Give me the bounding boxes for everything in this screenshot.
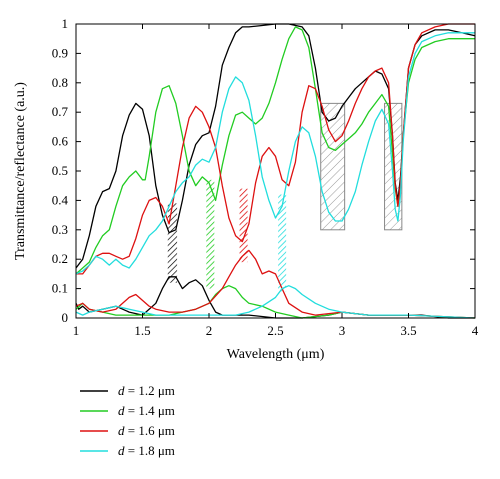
x-tick-label: 2: [206, 323, 213, 338]
legend-label-4: d = 1.8 μm: [118, 443, 175, 458]
legend: d = 1.2 μmd = 1.4 μmd = 1.6 μmd = 1.8 μm: [80, 383, 175, 458]
y-tick-label: 0.6: [52, 134, 69, 149]
legend-label-3: d = 1.6 μm: [118, 423, 175, 438]
transmittance-curves: [75, 23, 476, 275]
y-tick-label: 0.7: [52, 104, 69, 119]
transmittance-line-3: [76, 23, 475, 275]
y-axis-title: Transmittance/reflectance (a.u.): [13, 82, 28, 260]
legend-variable: d: [118, 443, 125, 458]
hatched-regions: [167, 102, 403, 292]
y-tick-label: 0.8: [52, 75, 68, 90]
axis-ticks: 1 1.5 2 2.5 3 3.5 4 0 0.1 0.2 0.3 0.4 0.5 0.6 0.7 0.8 0.…: [52, 16, 479, 338]
x-tick-label: 1.5: [134, 323, 150, 338]
hatched-region-4: [278, 194, 287, 292]
legend-value: = 1.2 μm: [125, 383, 175, 398]
legend-variable: d: [118, 403, 125, 418]
x-tick-label: 4: [472, 323, 479, 338]
transmittance-line-4: [75, 32, 475, 275]
y-tick-label: 0.3: [52, 222, 68, 237]
x-tick-label: 3.5: [400, 323, 416, 338]
hatched-region-3: [239, 188, 248, 263]
hatched-region-5: [320, 102, 346, 231]
legend-label-2: d = 1.4 μm: [118, 403, 175, 418]
reflectance-line-3: [75, 249, 476, 319]
x-tick-label: 1: [73, 323, 80, 338]
y-tick-label: 0.1: [52, 281, 68, 296]
legend-label-1: d = 1.2 μm: [118, 383, 175, 398]
y-tick-label: 0.5: [52, 163, 68, 178]
legend-variable: d: [118, 383, 125, 398]
y-tick-label: 0.2: [52, 251, 68, 266]
legend-value: = 1.8 μm: [125, 443, 175, 458]
hatched-region-2: [206, 179, 215, 289]
transmittance-line-1: [75, 23, 476, 269]
legend-variable: d: [118, 423, 125, 438]
reflectance-curves: [75, 249, 476, 319]
legend-value: = 1.6 μm: [125, 423, 175, 438]
y-tick-label: 1: [62, 16, 69, 31]
legend-value: = 1.4 μm: [125, 403, 175, 418]
hatched-region-1: [167, 203, 178, 283]
reflectance-line-4: [75, 285, 476, 319]
y-tick-label: 0.4: [52, 192, 69, 207]
y-tick-label: 0.9: [52, 45, 68, 60]
x-axis-title: Wavelength (μm): [227, 347, 325, 362]
x-tick-label: 3: [339, 323, 346, 338]
y-tick-label: 0: [62, 310, 69, 325]
x-tick-label: 2.5: [267, 323, 283, 338]
